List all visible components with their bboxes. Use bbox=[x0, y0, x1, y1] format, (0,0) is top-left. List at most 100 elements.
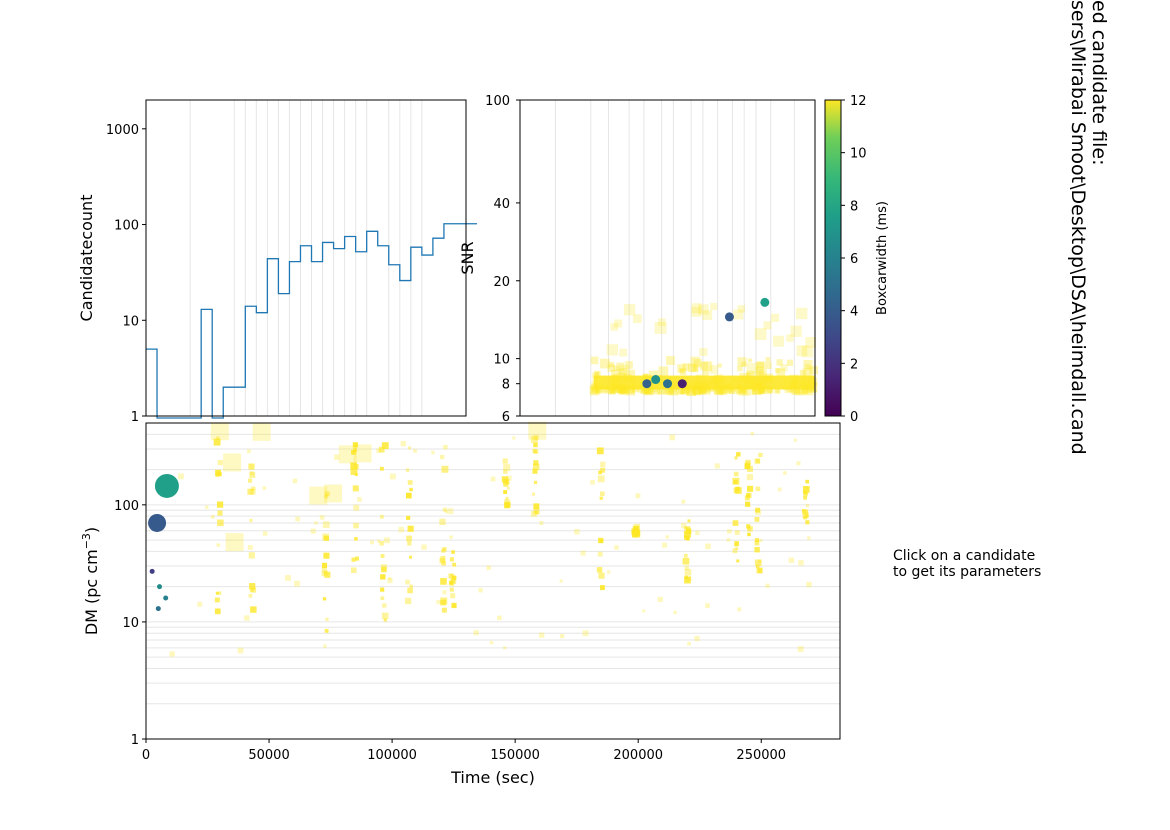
dm-faint-box bbox=[497, 615, 502, 621]
dm-faint-box bbox=[533, 503, 540, 510]
dm-faint-box bbox=[405, 468, 410, 472]
dm-faint-box bbox=[440, 578, 447, 585]
dm-faint-box bbox=[686, 576, 692, 581]
histogram-yticks: 1 10 100 1000 bbox=[106, 123, 146, 425]
snr-faint-box bbox=[780, 364, 788, 372]
colorbar-tick-label: 4 bbox=[850, 305, 858, 320]
dm-xtick-label: 0 bbox=[142, 748, 150, 763]
dm-faint-box bbox=[793, 438, 797, 442]
snr-faint-box bbox=[746, 370, 755, 380]
dm-faint-box bbox=[757, 568, 763, 574]
dm-faint-box bbox=[755, 486, 761, 492]
snr-faint-box bbox=[728, 386, 735, 394]
dm-xtick-label: 250000 bbox=[736, 748, 786, 763]
dm-faint-box bbox=[354, 556, 360, 561]
dm-faint-box bbox=[783, 471, 787, 475]
snr-faint-box bbox=[755, 366, 764, 376]
dm-time-plot[interactable]: 1 10 100 0 50000 100000 150000 200000 250000 Ti… bbox=[80, 421, 841, 787]
snr-faint-box bbox=[666, 356, 675, 365]
snr-faint-box bbox=[728, 387, 736, 395]
dm-faint-box bbox=[314, 521, 318, 525]
dm-faint-box bbox=[247, 488, 254, 495]
snr-faint-box bbox=[627, 386, 635, 394]
dm-faint-box bbox=[382, 603, 387, 608]
snr-faint-box bbox=[758, 387, 765, 394]
dm-faint-box bbox=[805, 520, 810, 525]
snr-frame bbox=[520, 100, 815, 416]
snr-faint-box bbox=[654, 321, 667, 334]
snr-faint-box bbox=[776, 368, 786, 378]
snr-faint-box bbox=[641, 386, 648, 394]
snr-faint-box bbox=[786, 334, 794, 342]
dm-faint-box bbox=[580, 550, 586, 556]
snr-scatter-plot[interactable]: 6 8 10 20 40 100 SNR bbox=[458, 94, 819, 425]
snr-faint-box bbox=[799, 369, 807, 377]
snr-faint-box bbox=[751, 385, 762, 396]
snr-faint-box bbox=[758, 387, 766, 394]
dm-faint-box bbox=[803, 486, 810, 493]
dm-faint-box bbox=[687, 519, 691, 523]
snr-faint-box bbox=[737, 305, 746, 313]
dm-faint-box bbox=[431, 450, 435, 455]
histogram-line bbox=[146, 223, 478, 419]
snr-faint-box bbox=[765, 357, 771, 362]
snr-faint-box bbox=[665, 386, 675, 395]
dm-faint-box bbox=[489, 640, 494, 645]
snr-faint-box bbox=[608, 361, 615, 368]
dm-faint-box bbox=[746, 473, 754, 481]
snr-faint-box bbox=[795, 307, 808, 320]
snr-faint-box bbox=[595, 371, 600, 376]
snr-faint-box bbox=[618, 388, 624, 394]
dm-faint-box bbox=[324, 491, 330, 497]
dm-faint-box bbox=[350, 462, 357, 470]
snr-faint-box bbox=[692, 385, 703, 395]
dm-faint-box bbox=[503, 469, 508, 474]
dm-faint-box bbox=[539, 632, 545, 638]
dm-faint-box bbox=[436, 600, 441, 605]
dm-faint-box bbox=[614, 545, 619, 550]
dm-faint-box-large bbox=[338, 445, 357, 464]
snr-candidate-point bbox=[677, 379, 687, 389]
snr-faint-box bbox=[616, 386, 624, 394]
snr-faint-box bbox=[735, 388, 741, 394]
dm-faint-box bbox=[404, 597, 412, 605]
snr-faint-box bbox=[735, 387, 743, 395]
dm-faint-box bbox=[380, 466, 384, 471]
dm-faint-box bbox=[642, 609, 646, 613]
dm-faint-box-large bbox=[309, 486, 328, 505]
snr-faint-box bbox=[698, 304, 709, 315]
snr-faint-box bbox=[790, 325, 802, 337]
dm-faint-box bbox=[506, 475, 512, 481]
snr-faint-box bbox=[739, 387, 745, 393]
dm-faint-box bbox=[369, 540, 374, 545]
dm-faint-box bbox=[685, 528, 692, 535]
dm-faint-box bbox=[321, 571, 327, 577]
dm-faint-box bbox=[450, 574, 455, 578]
snr-faint-box bbox=[717, 387, 723, 393]
dm-faint-box bbox=[755, 458, 761, 464]
snr-faint-box bbox=[610, 323, 619, 331]
snr-faint-box bbox=[626, 386, 636, 396]
figure-title: ed candidate file: sers\Mirabai Smoot\Des… bbox=[1060, 0, 1120, 470]
dm-faint-box bbox=[734, 456, 738, 460]
snr-faint-box bbox=[607, 364, 615, 372]
dm-faint-box bbox=[694, 635, 700, 642]
dm-faint-box bbox=[684, 568, 692, 576]
snr-faint-box bbox=[799, 385, 809, 395]
histogram-plot[interactable]: 1 10 100 1000 Candidatecount bbox=[77, 99, 478, 425]
snr-faint-box bbox=[679, 368, 687, 376]
dm-faint-box bbox=[442, 590, 447, 595]
dm-faint-box bbox=[506, 486, 510, 490]
dm-xticks: 0 50000 100000 150000 200000 250000 bbox=[142, 739, 786, 763]
snr-ytick-label: 20 bbox=[493, 275, 510, 290]
dm-faint-box bbox=[407, 480, 413, 485]
dm-ytick-label: 10 bbox=[122, 616, 139, 631]
snr-faint-box bbox=[800, 387, 807, 394]
snr-faint-candidates bbox=[589, 302, 819, 396]
snr-faint-box bbox=[610, 369, 621, 380]
snr-faint-box bbox=[698, 388, 703, 394]
figure-title-line-1: ed candidate file: bbox=[1088, 0, 1110, 165]
snr-faint-box bbox=[710, 302, 718, 310]
snr-faint-box bbox=[657, 387, 665, 395]
dm-faint-box bbox=[504, 501, 511, 508]
